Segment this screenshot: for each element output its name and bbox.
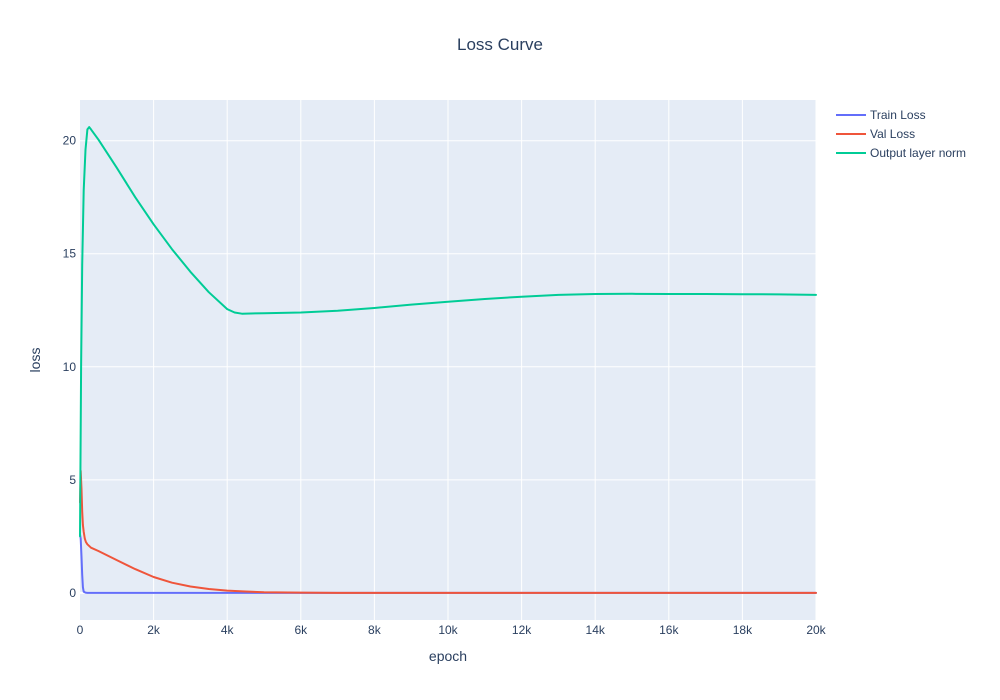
- x-tick-label: 0: [77, 623, 84, 637]
- x-tick-label: 18k: [733, 623, 753, 637]
- series-lines: [79, 126, 817, 594]
- x-tick-label: 2k: [147, 623, 161, 637]
- y-tick-label: 0: [69, 586, 76, 600]
- x-tick-label: 10k: [438, 623, 458, 637]
- y-tick-label: 20: [63, 134, 77, 148]
- y-tick-label: 15: [63, 247, 77, 261]
- series-line-val-loss: [79, 469, 817, 594]
- legend[interactable]: Train Loss Val Loss Output layer norm: [836, 108, 966, 160]
- x-tick-label: 6k: [294, 623, 308, 637]
- legend-label: Val Loss: [870, 127, 915, 141]
- x-tick-label: 8k: [368, 623, 382, 637]
- legend-label: Output layer norm: [870, 146, 966, 160]
- y-tick-label: 10: [63, 360, 77, 374]
- x-tick-label: 4k: [221, 623, 235, 637]
- x-tick-label: 12k: [512, 623, 532, 637]
- x-tick-label: 14k: [586, 623, 606, 637]
- series-line-output-layer-norm: [79, 126, 817, 538]
- legend-item-output-layer-norm[interactable]: Output layer norm: [836, 146, 966, 160]
- axis-ticks: 0 2k 4k 6k 8k 10k 12k 14k 16k 18k 20k 0 5 10 15 20: [63, 134, 827, 637]
- y-tick-label: 5: [69, 473, 76, 487]
- legend-item-val-loss[interactable]: Val Loss: [836, 127, 915, 141]
- x-tick-label: 20k: [806, 623, 826, 637]
- x-tick-label: 16k: [659, 623, 679, 637]
- chart-title: Loss Curve: [457, 35, 543, 54]
- legend-label: Train Loss: [870, 108, 926, 122]
- y-axis-title: loss: [27, 348, 43, 373]
- x-axis-title: epoch: [429, 648, 467, 664]
- legend-item-train-loss[interactable]: Train Loss: [836, 108, 926, 122]
